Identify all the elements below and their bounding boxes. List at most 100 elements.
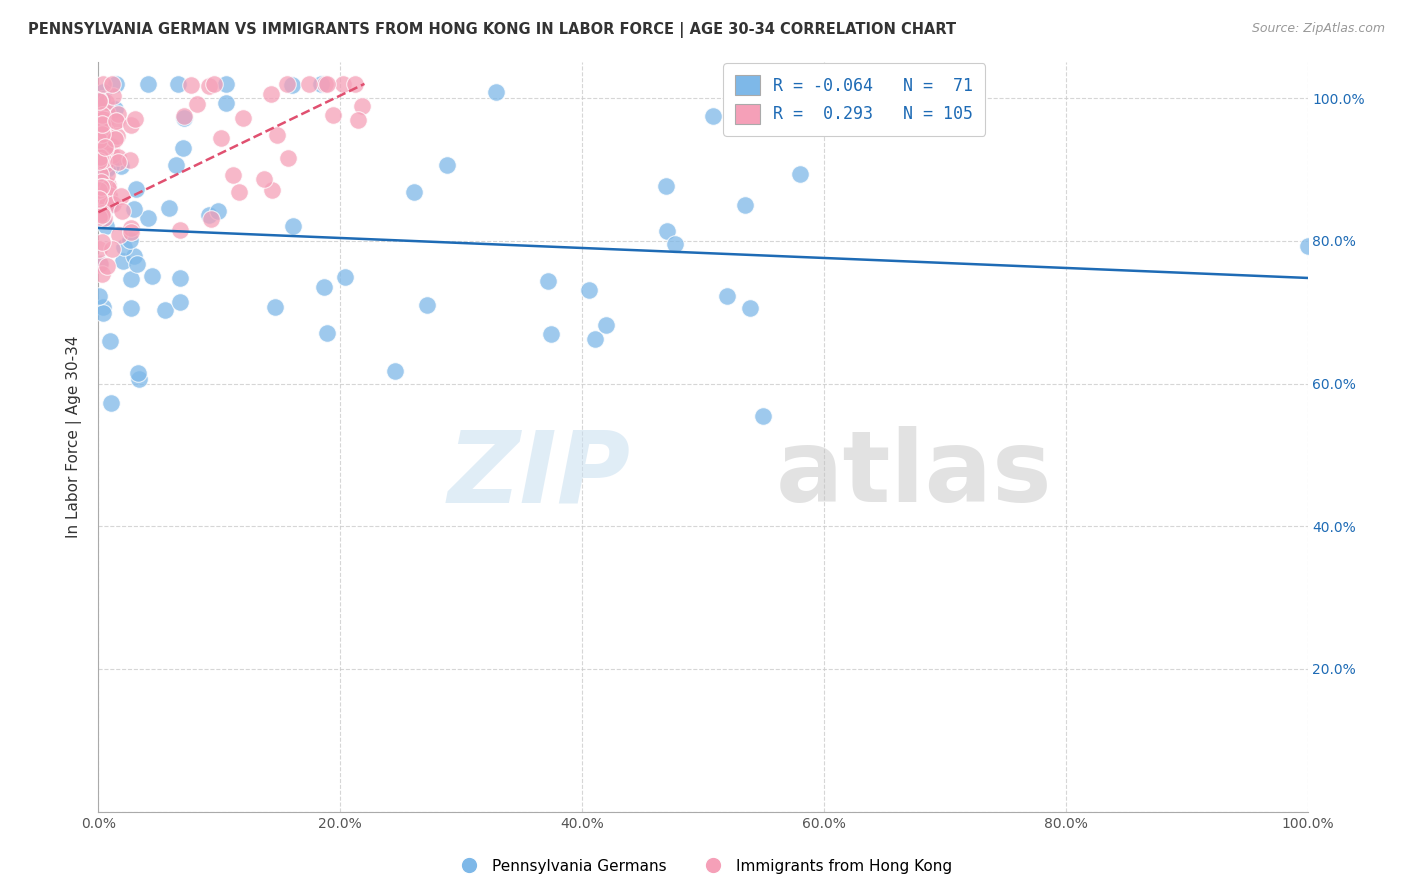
Point: [654, 178, 676, 193]
Point: [90, 179, 112, 194]
Point: [90, 117, 112, 131]
Point: [198, 208, 221, 222]
Point: [91, 112, 114, 126]
Point: [309, 77, 332, 91]
Point: [96, 190, 118, 204]
Point: [110, 188, 132, 202]
Point: [1296, 238, 1319, 252]
Point: [89, 167, 111, 181]
Point: [436, 158, 458, 172]
Point: [344, 77, 367, 91]
Y-axis label: In Labor Force | Age 30-34: In Labor Force | Age 30-34: [66, 335, 83, 539]
Text: PENNSYLVANIA GERMAN VS IMMIGRANTS FROM HONG KONG IN LABOR FORCE | AGE 30-34 CORR: PENNSYLVANIA GERMAN VS IMMIGRANTS FROM H…: [28, 22, 956, 38]
Point: [90, 209, 112, 223]
Point: [91, 151, 114, 165]
Point: [180, 78, 202, 92]
Point: [702, 109, 724, 123]
Point: [172, 141, 194, 155]
Point: [97, 178, 120, 192]
Point: [583, 332, 606, 346]
Point: [128, 372, 150, 386]
Point: [101, 197, 124, 211]
Point: [322, 108, 344, 122]
Point: [89, 204, 111, 219]
Point: [595, 318, 617, 333]
Point: [124, 249, 146, 263]
Point: [87, 192, 110, 206]
Point: [105, 129, 128, 144]
Point: [100, 396, 122, 410]
Point: [118, 233, 141, 247]
Point: [110, 204, 132, 219]
Point: [280, 78, 302, 93]
Point: [96, 146, 118, 161]
Point: [91, 92, 114, 106]
Point: [276, 77, 298, 91]
Point: [96, 95, 118, 110]
Point: [94, 219, 117, 233]
Point: [657, 224, 679, 238]
Point: [94, 140, 117, 154]
Point: [91, 153, 114, 167]
Point: [173, 109, 195, 123]
Point: [90, 267, 112, 281]
Point: [91, 300, 114, 314]
Point: [93, 124, 115, 138]
Point: [96, 168, 118, 182]
Point: [159, 201, 181, 215]
Point: [127, 366, 149, 380]
Point: [298, 77, 321, 91]
Text: Source: ZipAtlas.com: Source: ZipAtlas.com: [1251, 22, 1385, 36]
Point: [89, 150, 111, 164]
Point: [120, 301, 142, 316]
Point: [120, 118, 142, 132]
Point: [111, 254, 134, 268]
Point: [333, 270, 356, 285]
Point: [277, 152, 299, 166]
Point: [789, 167, 811, 181]
Point: [96, 105, 118, 120]
Point: [416, 298, 439, 312]
Point: [100, 160, 122, 174]
Point: [222, 168, 245, 182]
Point: [141, 268, 163, 283]
Point: [89, 256, 111, 270]
Point: [169, 271, 191, 285]
Point: [87, 189, 110, 203]
Point: [89, 133, 111, 147]
Point: [384, 363, 406, 377]
Point: [101, 242, 124, 256]
Point: [87, 242, 110, 256]
Point: [104, 77, 127, 91]
Point: [89, 93, 111, 107]
Point: [91, 235, 114, 250]
Point: [93, 211, 115, 225]
Point: [101, 77, 124, 91]
Point: [402, 185, 425, 199]
Point: [215, 77, 238, 91]
Point: [752, 409, 775, 423]
Point: [89, 175, 111, 189]
Point: [94, 115, 117, 129]
Point: [716, 289, 738, 303]
Point: [89, 195, 111, 210]
Point: [153, 302, 176, 317]
Text: ZIP: ZIP: [447, 426, 630, 523]
Point: [87, 183, 110, 197]
Point: [89, 141, 111, 155]
Point: [98, 197, 121, 211]
Point: [207, 203, 229, 218]
Point: [350, 99, 373, 113]
Point: [253, 172, 276, 186]
Point: [578, 283, 600, 297]
Point: [87, 289, 110, 303]
Point: [87, 95, 110, 109]
Point: [103, 132, 125, 146]
Point: [120, 153, 142, 168]
Point: [127, 256, 149, 270]
Legend: R = -0.064   N =  71, R =  0.293   N = 105: R = -0.064 N = 71, R = 0.293 N = 105: [723, 63, 984, 136]
Point: [91, 128, 114, 142]
Point: [87, 210, 110, 224]
Point: [738, 301, 761, 316]
Point: [89, 133, 111, 147]
